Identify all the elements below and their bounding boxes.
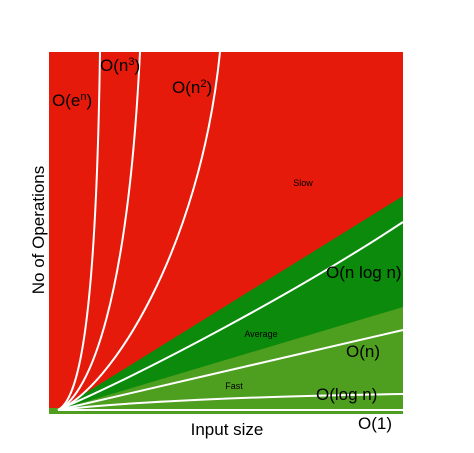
y-axis-title: No of Operations: [29, 166, 48, 295]
curve-label-quadratic: O(n2): [172, 78, 212, 97]
region-fast: [58, 307, 403, 414]
curve-label-exp: O(en): [52, 91, 92, 110]
curve-label-linear: O(n): [346, 342, 380, 361]
chart-curves: [57, 51, 404, 411]
curve-label-nlogn: O(n log n): [326, 263, 402, 282]
x-axis-title: Input size: [191, 420, 264, 439]
curve-label-log: O(log n): [316, 385, 377, 404]
curve-cubic: [57, 51, 141, 411]
chart-labels: O(en) O(n3) O(n2) O(n log n) O(n) O(log n) O(1…: [52, 56, 402, 433]
curve-linear: [57, 329, 404, 411]
curve-log: [57, 393, 404, 411]
curve-label-cubic: O(n3): [100, 56, 140, 75]
region-label-slow: Slow: [293, 178, 313, 188]
curve-label-constant: O(1): [358, 414, 392, 433]
region-label-fast: Fast: [225, 381, 243, 391]
curve-nlogn: [57, 221, 404, 411]
curve-exp: [57, 51, 101, 411]
curve-quadratic: [57, 51, 221, 411]
chart-regions: [49, 52, 403, 414]
region-label-average: Average: [244, 329, 277, 339]
